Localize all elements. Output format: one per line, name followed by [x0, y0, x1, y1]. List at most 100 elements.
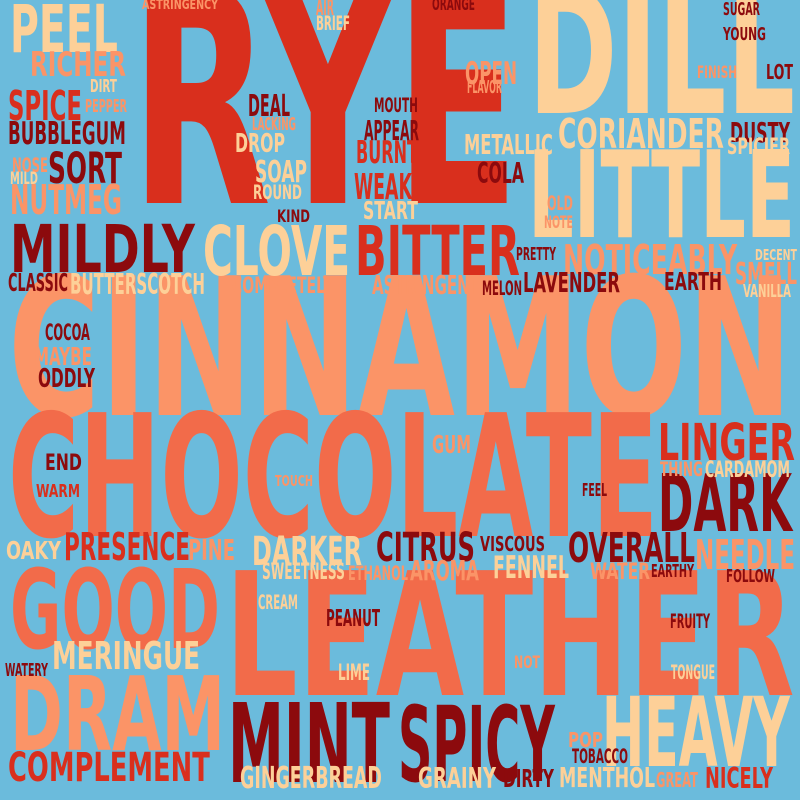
word-earth: EARTH: [664, 267, 723, 297]
word-nicely: NICELY: [705, 761, 774, 796]
word-air: AIR: [316, 0, 335, 21]
word-brief: BRIEF: [316, 12, 350, 36]
word-metallic: METALLIC: [464, 129, 553, 161]
word-round: ROUND: [253, 181, 302, 205]
word-oaky: OAKY: [6, 536, 61, 566]
word-thing: THING: [660, 458, 704, 482]
word-flavor: FLAVOR: [467, 77, 502, 99]
word-completely: COMPLETELY: [232, 273, 333, 299]
word-little: LITTLE: [528, 125, 796, 266]
word-tongue: TONGUE: [671, 661, 716, 685]
word-cocoa: COCOA: [45, 320, 90, 346]
word-fruity: FRUITY: [670, 610, 711, 634]
word-astringency: ASTRINGENCY: [142, 0, 218, 14]
word-dill: DILL: [528, 0, 796, 154]
word-tobacco: TOBACCO: [572, 745, 628, 769]
word-meringue: MERINGUE: [52, 634, 201, 680]
word-ethanol: ETHANOL: [348, 562, 408, 586]
word-butterscotch: BUTTERSCOTCH: [70, 267, 205, 302]
word-menthol: MENTHOL: [559, 762, 656, 794]
word-touch: TOUCH: [275, 472, 313, 490]
word-drop: DROP: [235, 128, 286, 159]
word-bitter: BITTER: [355, 212, 520, 293]
word-feel: FEEL: [582, 480, 608, 502]
word-dusty: DUSTY: [730, 117, 790, 149]
word-pepper: PEPPER: [85, 96, 127, 118]
word-rye: RYE: [130, 0, 521, 273]
word-heavy: HEAVY: [602, 676, 790, 789]
word-complement: COMPLEMENT: [8, 745, 210, 792]
word-decent: DECENT: [755, 246, 797, 264]
word-maybe: MAYBE: [34, 342, 92, 372]
word-lacking: LACKING: [252, 114, 296, 136]
word-classic: CLASSIC: [8, 268, 69, 298]
word-sweetness: SWEETNESS: [262, 559, 345, 585]
word-deal: DEAL: [248, 89, 291, 124]
word-note: NOTE: [544, 212, 573, 232]
word-richer: RICHER: [30, 45, 127, 86]
word-linger: LINGER: [658, 412, 795, 472]
word-lavender: LAVENDER: [523, 267, 620, 299]
word-vanilla: VANILLA: [743, 281, 791, 303]
word-spicier: SPICIER: [727, 134, 791, 160]
word-dram: DRAM: [10, 655, 225, 775]
word-clove: CLOVE: [203, 212, 351, 293]
word-warm: WARM: [36, 481, 80, 503]
word-lot: LOT: [766, 59, 794, 84]
word-cardamom: CARDAMOM: [705, 457, 790, 483]
word-young: YOUNG: [723, 24, 766, 46]
word-good: GOOD: [10, 546, 221, 675]
word-peel: PEEL: [10, 0, 118, 68]
word-start: START: [363, 196, 418, 226]
word-pretty: PRETTY: [516, 244, 557, 266]
word-melon: MELON: [482, 277, 523, 301]
word-cinnamon: CINNAMON: [8, 237, 793, 461]
word-not: NOT: [514, 652, 541, 672]
word-watery: WATERY: [5, 660, 49, 682]
word-pine: PINE: [188, 533, 235, 568]
word-sugar: SUGAR: [723, 0, 760, 21]
word-noticeably: NOTICEABLY: [563, 235, 738, 284]
word-bubblegum: BUBBLEGUM: [8, 115, 126, 152]
word-chocolate: CHOCOLATE: [8, 379, 659, 577]
word-burnt: BURNT: [356, 134, 418, 171]
word-overall: OVERALL: [568, 523, 695, 572]
word-gingerbread: GINGERBREAD: [240, 761, 382, 796]
word-pop: POP: [568, 727, 603, 752]
word-kind: KIND: [277, 206, 310, 226]
word-soap: SOAP: [255, 155, 308, 190]
word-fennel: FENNEL: [493, 549, 569, 586]
word-leather: LEATHER: [225, 536, 795, 736]
word-finish: FINISH: [697, 62, 738, 82]
word-lime: LIME: [338, 660, 370, 686]
word-mildly: MILDLY: [10, 210, 195, 288]
word-follow: FOLLOW: [726, 566, 775, 588]
word-mint: MINT: [228, 680, 390, 800]
word-viscous: VISCOUS: [480, 531, 546, 556]
word-spice: SPICE: [8, 81, 82, 130]
word-mild: MILD: [10, 168, 39, 188]
word-mouth: MOUTH: [374, 94, 418, 118]
word-gum: GUM: [432, 430, 472, 460]
word-cola: COLA: [477, 156, 524, 191]
word-aroma: AROMA: [410, 555, 479, 587]
word-oddly: ODDLY: [38, 363, 95, 394]
word-cream: CREAM: [258, 591, 298, 615]
word-appear: APPEAR: [364, 115, 419, 147]
word-dirty: DIRTY: [503, 764, 554, 794]
word-grainy: GRAINY: [418, 761, 497, 796]
word-water: WATER: [590, 559, 650, 585]
word-orange: ORANGE: [432, 0, 475, 14]
word-spicy: SPICY: [398, 684, 555, 800]
word-coriander: CORIANDER: [558, 109, 724, 158]
word-dark: DARK: [658, 457, 793, 551]
word-great: GREAT: [656, 767, 699, 792]
word-nose: NOSE: [12, 154, 48, 178]
word-dirt: DIRT: [90, 76, 117, 98]
word-peanut: PEANUT: [326, 605, 381, 633]
word-nutmeg: NUTMEG: [10, 175, 122, 224]
word-open: OPEN: [465, 55, 518, 92]
word-weak: WEAK: [354, 166, 412, 208]
word-old: OLD: [547, 192, 573, 216]
